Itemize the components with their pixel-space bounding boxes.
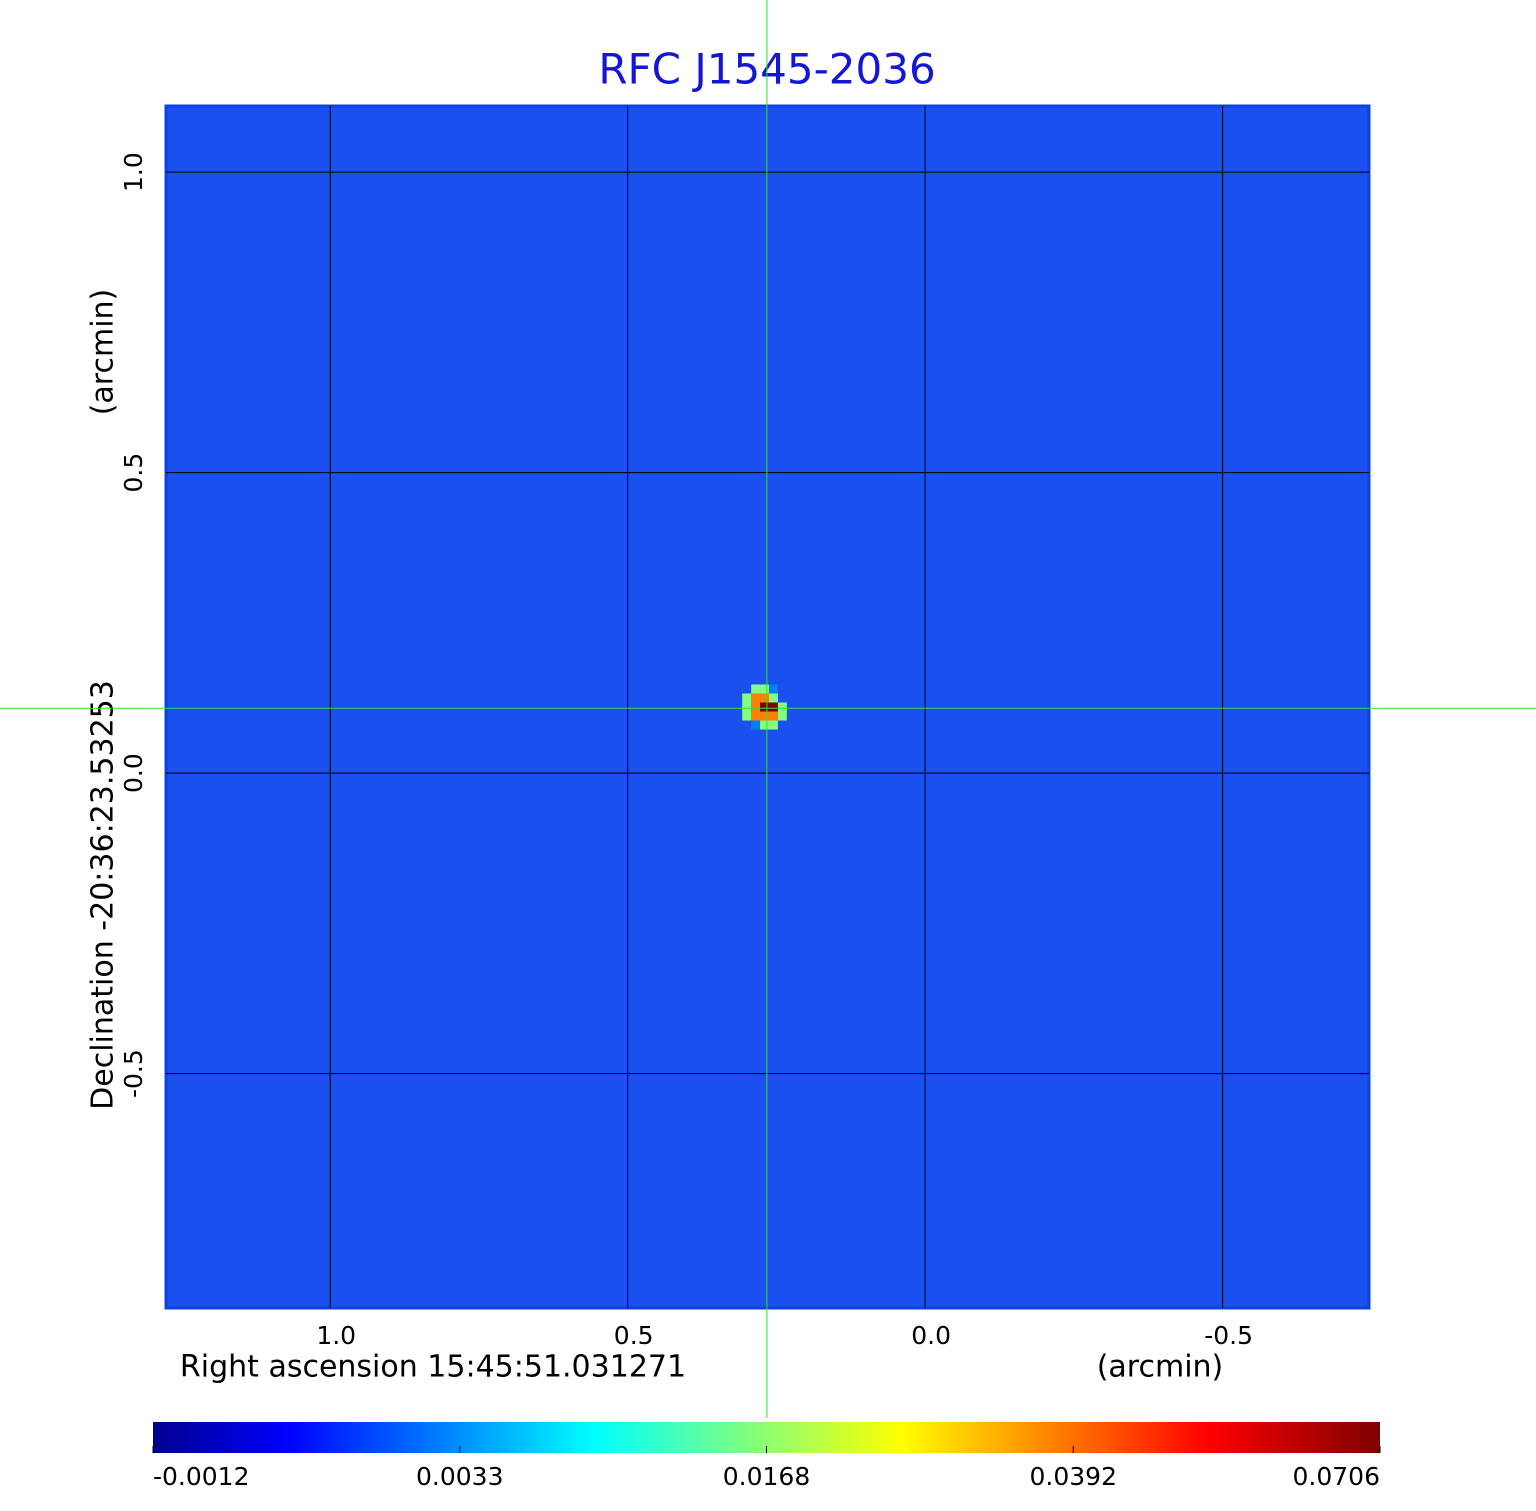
image-pixel [751,693,761,703]
y-axis-unit: (arcmin) [86,289,121,416]
x-tick-label: -0.5 [1204,1321,1253,1350]
image-pixel [760,693,769,703]
image-pixel [742,702,752,712]
colorbar-tick-label: 0.0168 [723,1462,810,1491]
image-pixel [768,720,778,730]
image-pixel [751,702,761,712]
image-pixel [777,711,787,721]
y-tick-label: 1.0 [119,152,148,192]
image-pixel [751,684,761,694]
image-pixel [751,720,761,730]
y-axis-label: Declination -20:36:23.53253 [86,680,121,1110]
image-pixel [768,693,778,703]
x-tick-label: 1.0 [316,1321,356,1350]
image-pixel [760,684,769,694]
x-axis-unit: (arcmin) [1097,1350,1224,1385]
y-tick-label: 0.0 [119,753,148,793]
y-tick-label: 0.5 [119,453,148,493]
y-tick-label: -0.5 [119,1049,148,1098]
image-pixel [742,711,752,721]
image-pixel [768,702,778,712]
x-tick-label: 0.5 [614,1321,654,1350]
image-pixel [777,702,787,712]
colorbar-tick-label: 0.0033 [416,1462,503,1491]
colorbar-tick-label: 0.0392 [1030,1462,1117,1491]
x-axis-label: Right ascension 15:45:51.031271 [180,1350,686,1385]
colorbar-tick-label: -0.0012 [153,1462,250,1491]
image-pixel [760,711,769,721]
colorbar-tick-label: 0.0706 [1293,1462,1380,1491]
image-pixel [742,693,752,703]
image-pixel [768,711,778,721]
x-tick-label: 0.0 [911,1321,951,1350]
image-pixel [760,702,769,712]
image-pixel [760,720,769,730]
image-pixel [768,684,778,694]
image-pixel [751,711,761,721]
